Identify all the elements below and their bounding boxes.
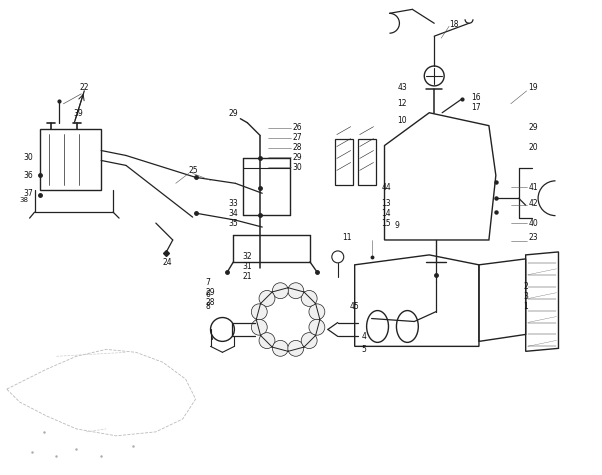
Circle shape: [259, 291, 275, 306]
Text: 10: 10: [397, 116, 407, 125]
Text: 28: 28: [205, 298, 215, 307]
Text: 36: 36: [23, 171, 33, 180]
Text: 29: 29: [205, 288, 215, 297]
Text: 35: 35: [228, 218, 238, 228]
Circle shape: [251, 319, 267, 335]
Text: 33: 33: [228, 199, 238, 208]
Text: 18: 18: [449, 20, 459, 29]
Text: 17: 17: [471, 103, 480, 112]
Text: 21: 21: [243, 272, 252, 281]
Text: 29: 29: [292, 153, 302, 162]
Text: 44: 44: [382, 183, 391, 192]
Text: 22: 22: [79, 84, 89, 92]
Text: 29: 29: [228, 109, 238, 118]
Text: 6: 6: [205, 290, 211, 299]
Text: 1: 1: [524, 302, 529, 311]
Text: 2: 2: [524, 282, 529, 291]
Text: 4: 4: [362, 332, 367, 341]
Circle shape: [251, 304, 267, 320]
Text: 45: 45: [350, 302, 359, 311]
Text: 16: 16: [471, 93, 480, 102]
Text: 41: 41: [529, 183, 538, 192]
Text: 29: 29: [529, 123, 538, 132]
Text: 30: 30: [292, 163, 302, 172]
Circle shape: [309, 304, 325, 320]
Circle shape: [272, 283, 288, 299]
Circle shape: [301, 291, 317, 306]
Text: 38: 38: [20, 197, 29, 203]
Text: 7: 7: [205, 278, 211, 287]
Text: 9: 9: [394, 220, 399, 229]
Text: 26: 26: [292, 123, 302, 132]
Text: 23: 23: [529, 232, 538, 241]
Text: 12: 12: [397, 99, 407, 108]
Circle shape: [259, 332, 275, 349]
Text: 24: 24: [163, 258, 172, 267]
Text: 14: 14: [382, 209, 391, 218]
Text: 28: 28: [292, 143, 302, 152]
Text: 34: 34: [228, 209, 238, 218]
Circle shape: [309, 319, 325, 335]
Circle shape: [301, 332, 317, 349]
Text: 13: 13: [382, 199, 391, 208]
Text: 40: 40: [529, 218, 538, 228]
Text: 27: 27: [292, 133, 302, 142]
Text: 15: 15: [382, 218, 391, 228]
Text: 31: 31: [243, 262, 252, 271]
Text: 5: 5: [362, 345, 367, 354]
Text: 3: 3: [524, 292, 529, 301]
Text: 42: 42: [529, 199, 538, 208]
Circle shape: [288, 283, 304, 299]
Text: 43: 43: [397, 84, 407, 92]
Text: 37: 37: [23, 189, 33, 198]
Circle shape: [288, 341, 304, 356]
Text: 8: 8: [205, 302, 210, 311]
Text: 11: 11: [342, 232, 351, 241]
Text: 32: 32: [243, 252, 252, 261]
Text: 30: 30: [23, 153, 33, 162]
Text: 20: 20: [529, 143, 538, 152]
Text: 25: 25: [188, 166, 198, 175]
Circle shape: [272, 341, 288, 356]
Text: 19: 19: [529, 84, 538, 92]
Text: 39: 39: [73, 109, 83, 118]
